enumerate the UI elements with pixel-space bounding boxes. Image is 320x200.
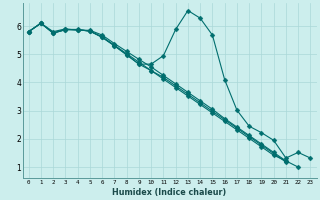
X-axis label: Humidex (Indice chaleur): Humidex (Indice chaleur): [112, 188, 227, 197]
